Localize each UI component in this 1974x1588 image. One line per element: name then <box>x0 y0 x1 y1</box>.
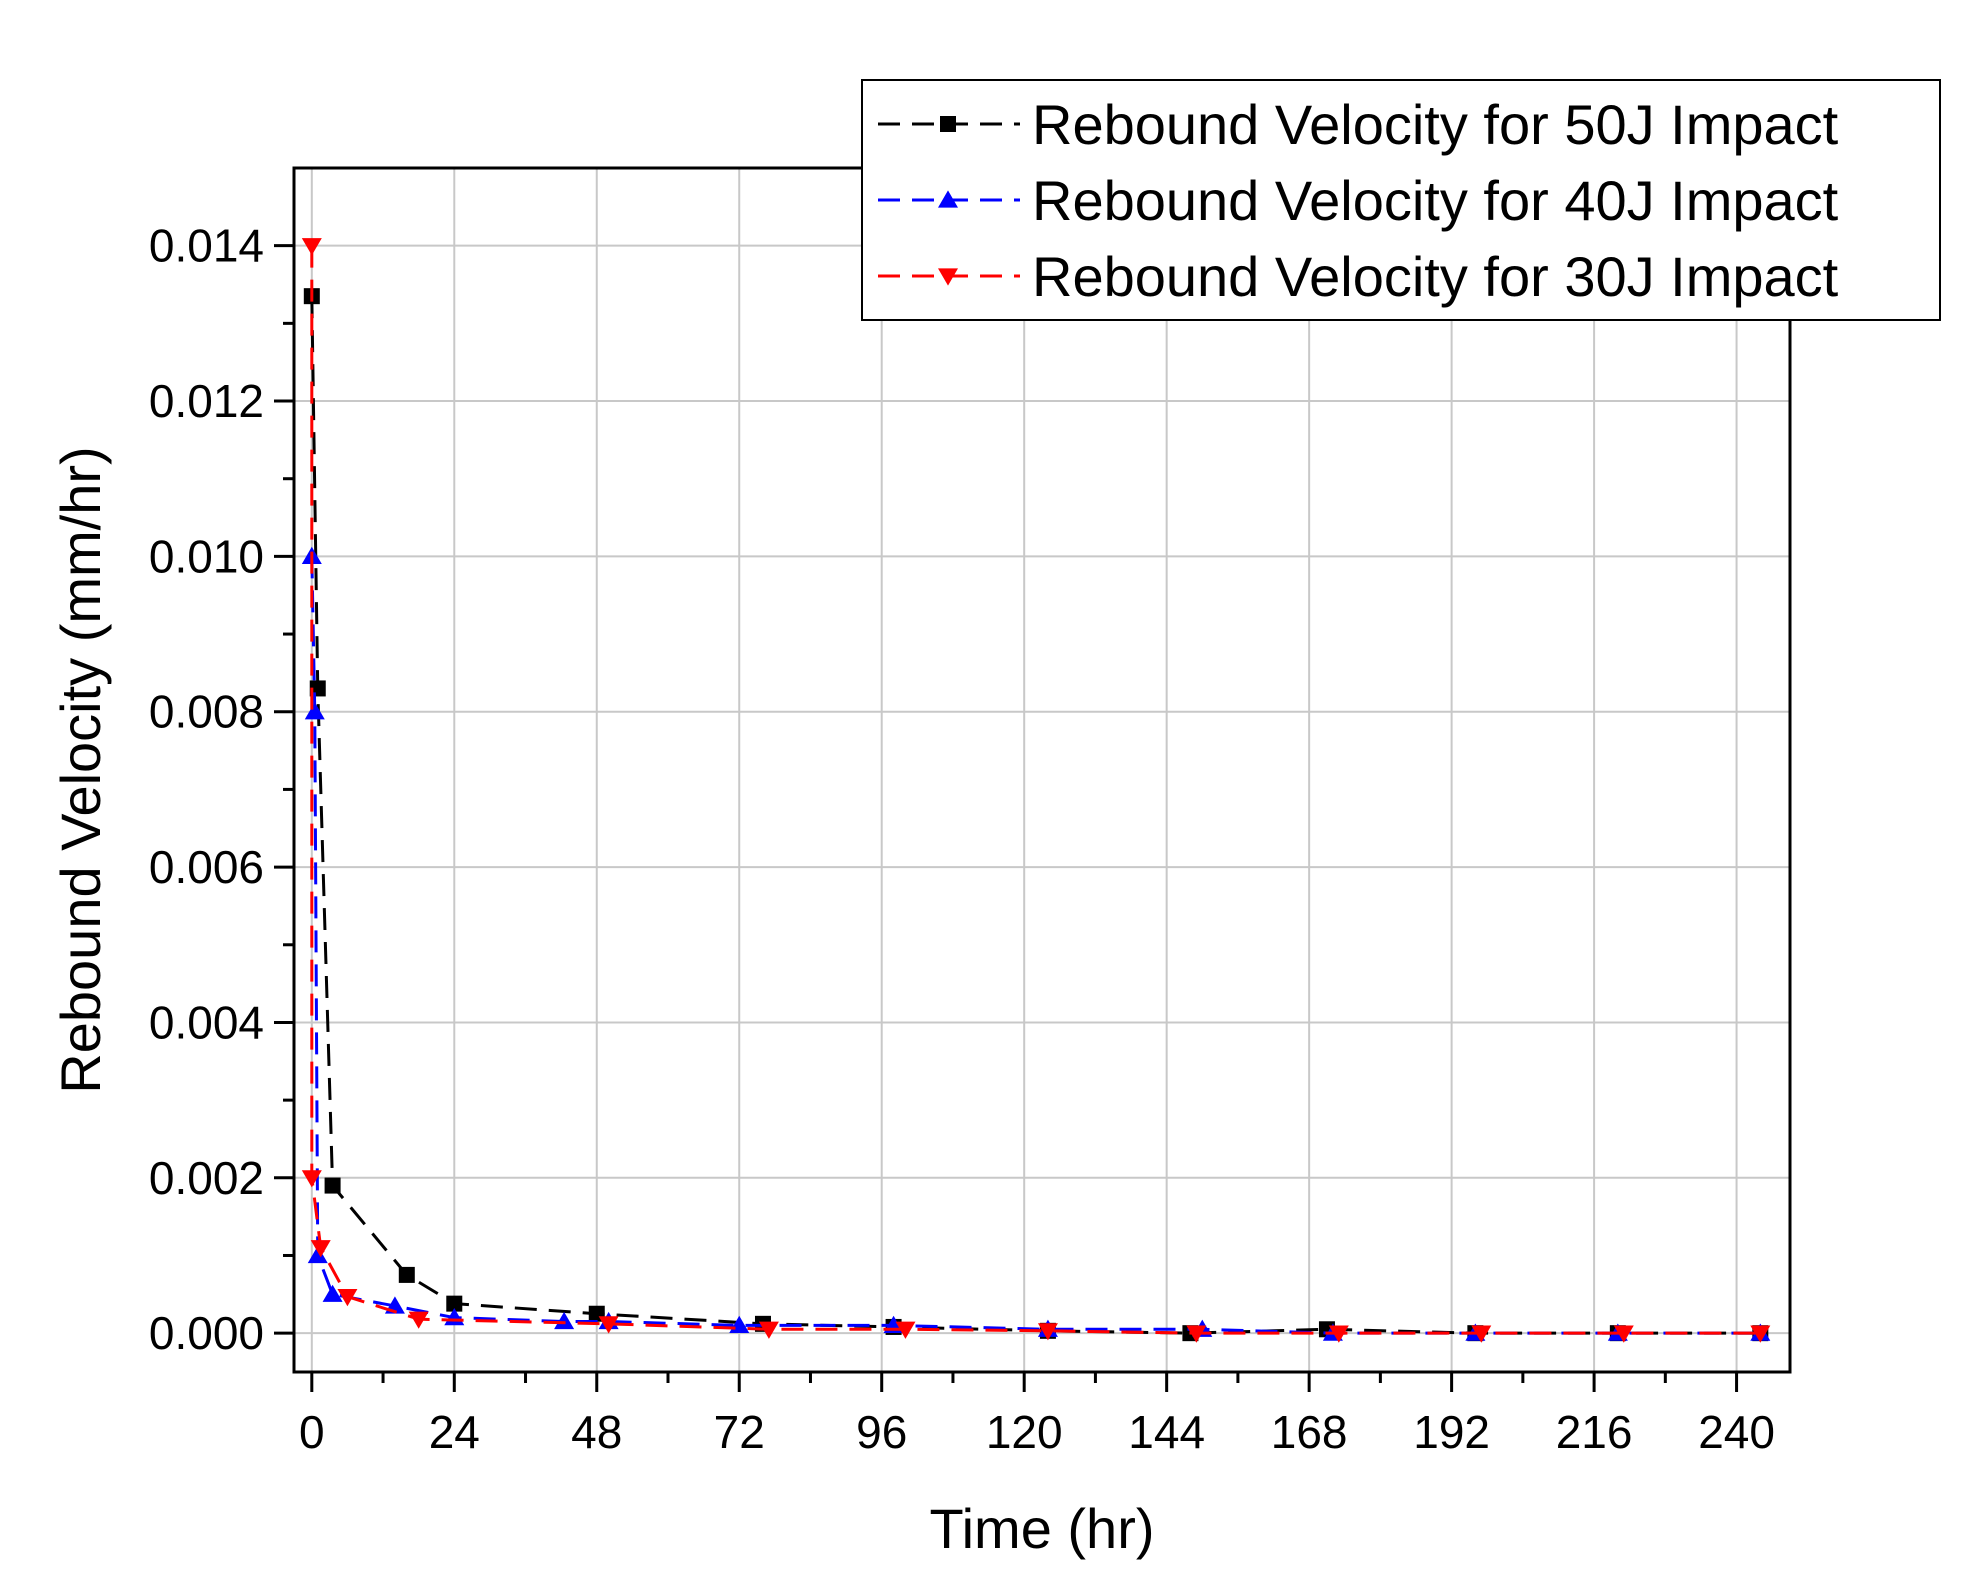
series-2 <box>301 238 1771 1343</box>
y-tick-label: 0.008 <box>149 686 264 738</box>
series-0 <box>303 288 1769 1342</box>
series-line <box>310 556 1761 1335</box>
data-point-triangle-down <box>301 1170 322 1188</box>
y-axis-title: Rebound Velocity (mm/hr) <box>49 446 112 1093</box>
data-point-triangle-down <box>758 1321 779 1339</box>
tick-labels: 0 24 48 72 96 120 144 168 192 216 240 0.000 0.002 0.0… <box>149 220 1775 1458</box>
x-tick-label: 24 <box>429 1406 480 1458</box>
data-point-square <box>324 1177 341 1194</box>
y-tick-label: 0.006 <box>149 841 264 893</box>
y-tick-label: 0.014 <box>149 220 264 272</box>
legend-entry: Rebound Velocity for 40J Impact <box>878 169 1839 232</box>
series-line <box>310 245 1761 1335</box>
data-point-square <box>446 1295 463 1312</box>
legend-label: Rebound Velocity for 40J Impact <box>1032 169 1839 232</box>
x-tick-label: 120 <box>986 1406 1063 1458</box>
data-point-triangle-down <box>301 238 322 256</box>
plot-frame <box>292 166 1792 1374</box>
legend-label: Rebound Velocity for 30J Impact <box>1032 245 1839 308</box>
legend: Rebound Velocity for 50J Impact Rebound V… <box>861 79 1941 321</box>
y-tick-label: 0.004 <box>149 996 264 1048</box>
data-point-triangle-down <box>938 268 958 286</box>
data-point-square <box>398 1266 415 1283</box>
data-point-triangle-down <box>1471 1325 1492 1343</box>
data-point-triangle-up <box>938 190 958 208</box>
data-point-triangle-up <box>322 1284 343 1302</box>
x-tick-label: 216 <box>1556 1406 1633 1458</box>
x-tick-label: 48 <box>571 1406 622 1458</box>
data-point-square <box>940 116 956 132</box>
data-series <box>301 238 1771 1343</box>
y-tick-label: 0.002 <box>149 1152 264 1204</box>
x-axis-title: Time (hr) <box>929 1497 1154 1560</box>
x-tick-label: 240 <box>1698 1406 1775 1458</box>
data-point-triangle-down <box>1328 1325 1349 1343</box>
x-tick-label: 72 <box>714 1406 765 1458</box>
series-1 <box>301 546 1771 1341</box>
data-point-triangle-down <box>310 1240 331 1258</box>
tick-marks <box>274 244 1739 1392</box>
data-point-triangle-down <box>1613 1325 1634 1343</box>
axes <box>292 166 1792 1374</box>
y-tick-label: 0.000 <box>149 1307 264 1359</box>
data-point-triangle-down <box>1186 1325 1207 1343</box>
legend-entry: Rebound Velocity for 30J Impact <box>878 245 1839 308</box>
data-point-triangle-down <box>1037 1323 1058 1341</box>
legend-label: Rebound Velocity for 50J Impact <box>1032 93 1839 156</box>
legend-entry: Rebound Velocity for 50J Impact <box>878 93 1839 156</box>
data-point-triangle-down <box>598 1316 619 1334</box>
x-tick-label: 168 <box>1271 1406 1348 1458</box>
data-point-triangle-up <box>304 702 325 720</box>
data-point-triangle-up <box>307 1245 328 1264</box>
y-tick-label: 0.010 <box>149 530 264 582</box>
x-tick-label: 0 <box>299 1406 325 1458</box>
data-point-triangle-down <box>337 1289 358 1307</box>
data-point-triangle-up <box>554 1311 575 1330</box>
x-tick-label: 96 <box>856 1406 907 1458</box>
x-tick-label: 144 <box>1128 1406 1205 1458</box>
data-point-triangle-down <box>1750 1325 1771 1343</box>
data-point-triangle-down <box>895 1321 916 1339</box>
y-tick-label: 0.012 <box>149 375 264 427</box>
grid-lines <box>294 168 1790 1372</box>
legend-box <box>861 79 1941 321</box>
x-tick-label: 192 <box>1413 1406 1490 1458</box>
data-point-triangle-down <box>408 1311 429 1329</box>
